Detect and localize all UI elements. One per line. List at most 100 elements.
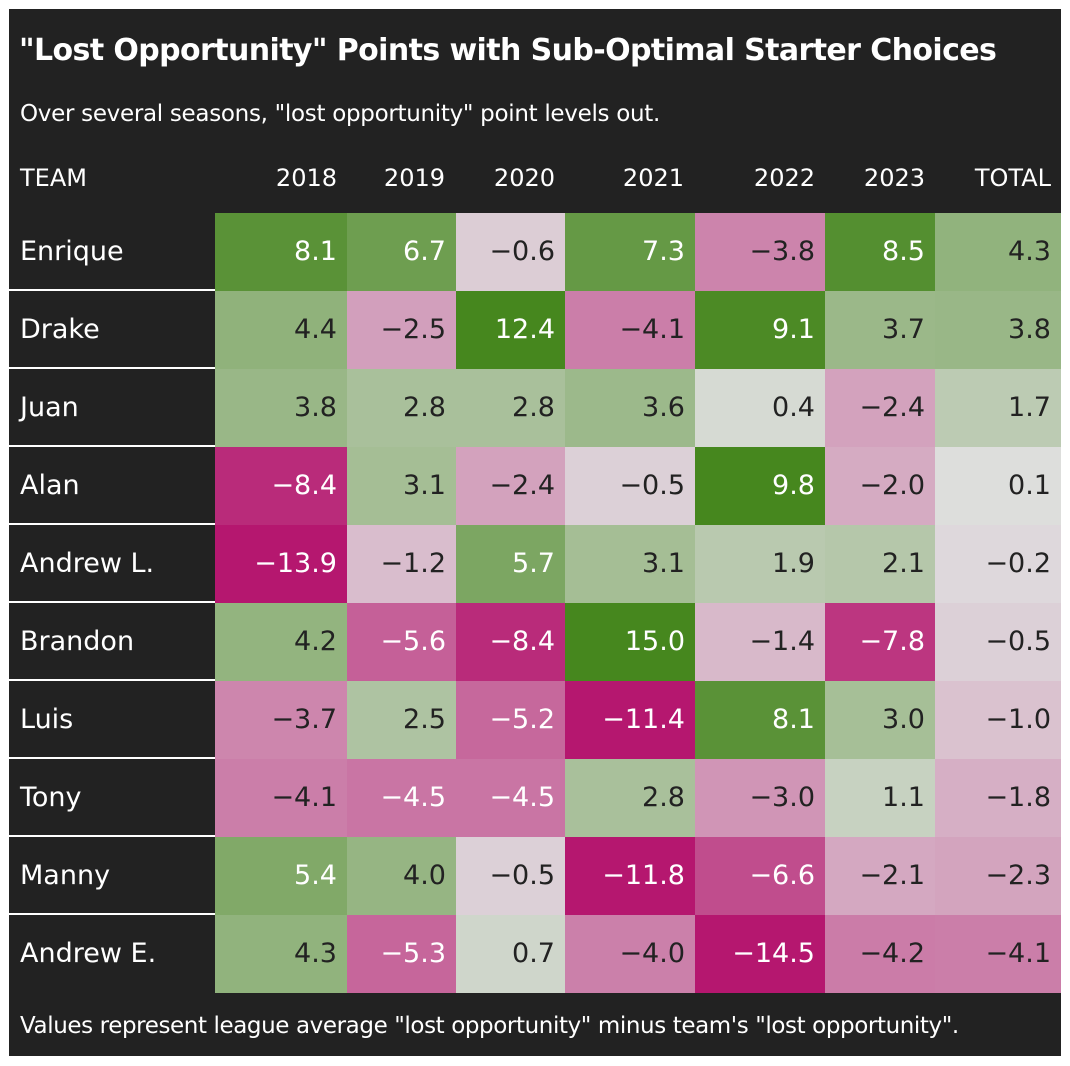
value-cell-2018: 3.8	[215, 369, 347, 447]
value-cell-2021: 3.6	[565, 369, 695, 447]
value-cell-2023: −2.1	[825, 837, 935, 915]
value-cell-2023: −4.2	[825, 915, 935, 993]
value-cell-2018: 4.3	[215, 915, 347, 993]
value-cell-2020: 2.8	[456, 369, 565, 447]
value-cell-2021: −4.0	[565, 915, 695, 993]
value-cell-2021: −11.8	[565, 837, 695, 915]
team-name: Enrique	[9, 213, 215, 289]
value-cell-2020: −2.4	[456, 447, 565, 525]
value-cell-2018: 4.4	[215, 291, 347, 369]
table-body: Enrique 8.1 6.7 −0.6 7.3 −3.8 8.5 4.3 Drake 4.4 −2…	[9, 213, 1061, 993]
row-divider	[9, 679, 215, 681]
column-header-team: TEAM	[20, 164, 87, 192]
value-cell-2019: −5.6	[347, 603, 456, 681]
value-cell-2019: −2.5	[347, 291, 456, 369]
value-cell-total: 4.3	[935, 213, 1061, 291]
row-divider	[9, 913, 215, 915]
table-row: Juan 3.8 2.8 2.8 3.6 0.4 −2.4 1.7	[9, 369, 1061, 447]
team-name: Juan	[9, 369, 215, 445]
value-cell-2022: −1.4	[695, 603, 825, 681]
value-cell-total: −0.5	[935, 603, 1061, 681]
value-cell-total: 3.8	[935, 291, 1061, 369]
value-cell-2021: 7.3	[565, 213, 695, 291]
value-cell-2022: −6.6	[695, 837, 825, 915]
value-cell-total: 1.7	[935, 369, 1061, 447]
value-cell-2022: −14.5	[695, 915, 825, 993]
team-name: Luis	[9, 681, 215, 757]
value-cell-2023: 3.7	[825, 291, 935, 369]
value-cell-2018: 8.1	[215, 213, 347, 291]
row-divider	[9, 367, 215, 369]
table-row: Drake 4.4 −2.5 12.4 −4.1 9.1 3.7 3.8	[9, 291, 1061, 369]
value-cell-2021: 2.8	[565, 759, 695, 837]
value-cell-2018: −8.4	[215, 447, 347, 525]
row-divider	[9, 601, 215, 603]
value-cell-2023: −2.0	[825, 447, 935, 525]
value-cell-2019: 4.0	[347, 837, 456, 915]
team-name: Alan	[9, 447, 215, 523]
column-header-2020: 2020	[493, 164, 555, 192]
value-cell-2019: −5.3	[347, 915, 456, 993]
column-header-2022: 2022	[753, 164, 815, 192]
value-cell-2022: 1.9	[695, 525, 825, 603]
value-cell-2022: 9.1	[695, 291, 825, 369]
column-header-total: TOTAL	[974, 164, 1051, 192]
row-divider	[9, 523, 215, 525]
team-name: Manny	[9, 837, 215, 913]
value-cell-2020: 5.7	[456, 525, 565, 603]
team-name: Tony	[9, 759, 215, 835]
value-cell-2019: 2.8	[347, 369, 456, 447]
value-cell-2021: −11.4	[565, 681, 695, 759]
table-row: Andrew L. −13.9 −1.2 5.7 3.1 1.9 2.1 −0.2	[9, 525, 1061, 603]
value-cell-2020: 0.7	[456, 915, 565, 993]
table-row: Andrew E. 4.3 −5.3 0.7 −4.0 −14.5 −4.2 −4.1	[9, 915, 1061, 993]
value-cell-2022: −3.8	[695, 213, 825, 291]
team-name: Andrew L.	[9, 525, 215, 601]
value-cell-2018: −3.7	[215, 681, 347, 759]
value-cell-2023: 2.1	[825, 525, 935, 603]
value-cell-2022: 8.1	[695, 681, 825, 759]
value-cell-2020: −0.5	[456, 837, 565, 915]
value-cell-2020: −4.5	[456, 759, 565, 837]
table-header: TEAM 2018 2019 2020 2021 2022 2023 TOTAL	[9, 160, 1061, 196]
table-row: Luis −3.7 2.5 −5.2 −11.4 8.1 3.0 −1.0	[9, 681, 1061, 759]
column-header-2021: 2021	[622, 164, 684, 192]
value-cell-2021: −0.5	[565, 447, 695, 525]
value-cell-2018: −4.1	[215, 759, 347, 837]
value-cell-2020: −8.4	[456, 603, 565, 681]
value-cell-2020: −0.6	[456, 213, 565, 291]
table-row: Alan −8.4 3.1 −2.4 −0.5 9.8 −2.0 0.1	[9, 447, 1061, 525]
column-header-2023: 2023	[863, 164, 925, 192]
value-cell-2019: 6.7	[347, 213, 456, 291]
value-cell-total: −1.0	[935, 681, 1061, 759]
value-cell-total: 0.1	[935, 447, 1061, 525]
value-cell-2021: 3.1	[565, 525, 695, 603]
row-divider	[9, 445, 215, 447]
table-row: Brandon 4.2 −5.6 −8.4 15.0 −1.4 −7.8 −0.5	[9, 603, 1061, 681]
value-cell-2019: −1.2	[347, 525, 456, 603]
value-cell-2019: −4.5	[347, 759, 456, 837]
value-cell-2018: 4.2	[215, 603, 347, 681]
team-name: Drake	[9, 291, 215, 367]
value-cell-2018: 5.4	[215, 837, 347, 915]
value-cell-total: −2.3	[935, 837, 1061, 915]
row-divider	[9, 835, 215, 837]
value-cell-2020: −5.2	[456, 681, 565, 759]
table-row: Tony −4.1 −4.5 −4.5 2.8 −3.0 1.1 −1.8	[9, 759, 1061, 837]
row-divider	[9, 289, 215, 291]
value-cell-total: −0.2	[935, 525, 1061, 603]
value-cell-2022: −3.0	[695, 759, 825, 837]
chart-frame: "Lost Opportunity" Points with Sub-Optim…	[9, 9, 1061, 1056]
team-name: Andrew E.	[9, 915, 215, 993]
row-divider	[9, 757, 215, 759]
chart-subtitle: Over several seasons, "lost opportunity"…	[20, 101, 661, 127]
team-name: Brandon	[9, 603, 215, 679]
table-row: Manny 5.4 4.0 −0.5 −11.8 −6.6 −2.1 −2.3	[9, 837, 1061, 915]
value-cell-2019: 3.1	[347, 447, 456, 525]
chart-title: "Lost Opportunity" Points with Sub-Optim…	[19, 33, 997, 68]
column-header-2018: 2018	[275, 164, 337, 192]
value-cell-total: −4.1	[935, 915, 1061, 993]
value-cell-2019: 2.5	[347, 681, 456, 759]
value-cell-2022: 9.8	[695, 447, 825, 525]
value-cell-2023: 3.0	[825, 681, 935, 759]
